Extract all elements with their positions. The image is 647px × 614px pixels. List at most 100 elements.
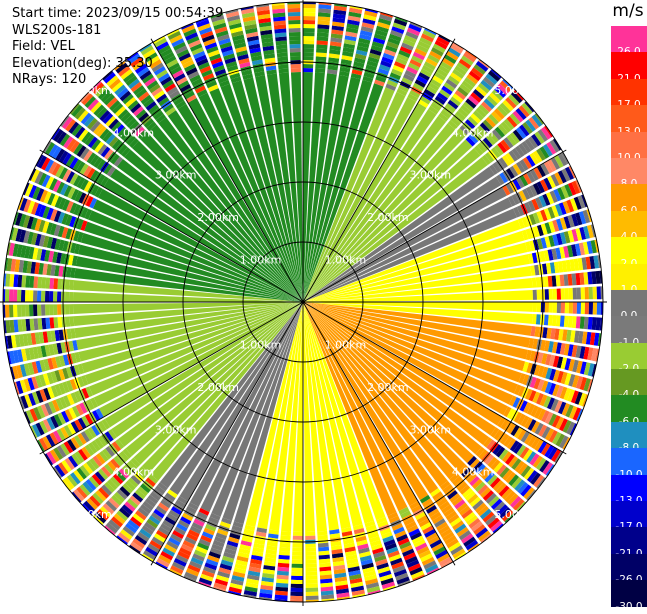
velocity-gate <box>38 262 44 275</box>
velocity-gate <box>78 129 89 141</box>
velocity-gate <box>403 73 415 82</box>
velocity-gate <box>58 150 69 163</box>
velocity-gate <box>127 460 138 471</box>
velocity-gate <box>30 261 36 274</box>
velocity-gate <box>176 49 190 58</box>
velocity-gate <box>198 581 211 588</box>
velocity-ray <box>133 302 303 465</box>
velocity-gate <box>46 330 53 343</box>
velocity-gate <box>485 116 497 128</box>
velocity-gate <box>529 169 539 181</box>
velocity-ray <box>103 178 304 302</box>
velocity-gate <box>409 501 420 510</box>
velocity-gate <box>436 497 448 508</box>
velocity-gate <box>84 429 94 441</box>
velocity-gate <box>173 558 187 567</box>
velocity-gate <box>68 121 80 134</box>
velocity-gate <box>59 396 68 409</box>
velocity-gate <box>513 427 523 439</box>
velocity-gate <box>21 289 26 302</box>
velocity-gate <box>331 544 343 551</box>
velocity-gate <box>403 517 415 526</box>
velocity-gate <box>405 555 418 565</box>
velocity-gate <box>292 551 303 556</box>
velocity-gate <box>275 36 287 42</box>
velocity-gate <box>128 544 141 554</box>
velocity-gate <box>500 419 510 430</box>
velocity-gate <box>531 420 541 433</box>
velocity-gate <box>347 566 360 573</box>
velocity-gate <box>253 543 265 549</box>
velocity-gate <box>94 511 107 524</box>
velocity-ray <box>303 73 337 302</box>
velocity-gate <box>349 573 362 581</box>
velocity-gate <box>89 154 100 166</box>
velocity-gate <box>9 319 15 333</box>
velocity-gate <box>519 400 528 412</box>
velocity-gate <box>571 273 577 286</box>
velocity-gate <box>229 532 241 540</box>
velocity-gate <box>356 539 368 547</box>
velocity-gate <box>395 572 409 581</box>
velocity-gate <box>490 520 503 532</box>
velocity-gate <box>213 582 227 590</box>
velocity-gate <box>210 547 223 555</box>
velocity-gate <box>255 531 267 538</box>
velocity-gate <box>36 346 43 359</box>
velocity-gate <box>41 304 46 316</box>
velocity-gate <box>388 554 402 562</box>
velocity-gate <box>58 239 65 251</box>
velocity-gate <box>521 216 529 228</box>
velocity-gate <box>405 31 419 40</box>
velocity-gate <box>151 62 164 73</box>
start-time: Start time: 2023/09/15 00:54:39 <box>12 6 224 21</box>
velocity-gate <box>471 67 484 79</box>
velocity-gate <box>503 406 512 418</box>
velocity-gate <box>575 272 581 286</box>
velocity-gate <box>224 57 237 65</box>
velocity-gate <box>49 304 54 316</box>
velocity-gate <box>144 76 157 87</box>
velocity-ray <box>303 79 373 302</box>
velocity-gate <box>211 61 224 69</box>
azimuth-line <box>302 149 567 303</box>
velocity-gate <box>504 490 516 503</box>
velocity-gate <box>332 13 346 20</box>
velocity-gate <box>32 346 39 359</box>
velocity-gate <box>222 49 234 57</box>
velocity-gate <box>411 535 424 544</box>
velocity-gate <box>76 177 86 189</box>
velocity-gate <box>333 564 346 571</box>
velocity-gate <box>187 502 199 511</box>
velocity-gate <box>12 365 20 380</box>
velocity-gate <box>303 68 314 73</box>
velocity-gate <box>546 141 557 155</box>
velocity-gate <box>348 570 361 577</box>
velocity-gate <box>531 252 538 264</box>
velocity-gate <box>278 64 289 70</box>
velocity-gate <box>574 330 580 343</box>
velocity-gate <box>328 53 340 59</box>
velocity-gate <box>225 61 238 69</box>
velocity-gate <box>532 289 537 300</box>
velocity-gate <box>189 74 201 83</box>
velocity-gate <box>250 51 262 58</box>
velocity-gate <box>341 55 353 61</box>
velocity-gate <box>120 111 132 123</box>
velocity-gate <box>543 161 554 174</box>
velocity-gate <box>483 437 493 448</box>
velocity-gate <box>425 532 438 542</box>
velocity-gate <box>37 276 43 289</box>
velocity-gate <box>13 274 19 288</box>
velocity-gate <box>542 144 553 157</box>
velocity-gate <box>373 33 387 41</box>
velocity-gate <box>17 319 23 332</box>
velocity-gate <box>535 314 541 325</box>
velocity-gate <box>34 171 44 185</box>
velocity-gate <box>19 364 27 378</box>
velocity-gate <box>460 55 474 66</box>
velocity-gate <box>508 395 517 407</box>
velocity-gate <box>199 65 212 74</box>
velocity-gate <box>515 501 526 513</box>
velocity-gate <box>155 113 167 124</box>
